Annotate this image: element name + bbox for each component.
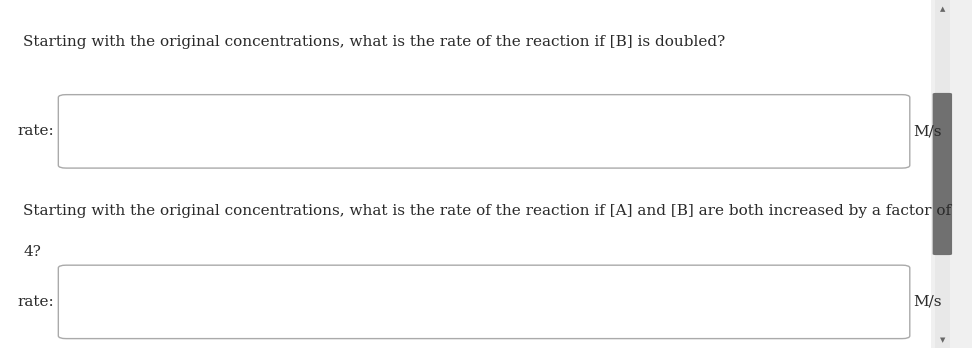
Text: rate:: rate: — [17, 124, 54, 139]
FancyBboxPatch shape — [935, 0, 951, 348]
FancyBboxPatch shape — [58, 95, 910, 168]
FancyBboxPatch shape — [0, 0, 931, 348]
Text: Starting with the original concentrations, what is the rate of the reaction if [: Starting with the original concentration… — [23, 35, 725, 49]
FancyBboxPatch shape — [933, 93, 953, 255]
Text: rate:: rate: — [17, 295, 54, 309]
Text: M/s: M/s — [914, 124, 942, 139]
Text: Starting with the original concentrations, what is the rate of the reaction if [: Starting with the original concentration… — [23, 204, 952, 218]
Text: ▲: ▲ — [940, 6, 945, 12]
Text: 4?: 4? — [23, 245, 41, 259]
FancyBboxPatch shape — [58, 265, 910, 339]
Text: ▼: ▼ — [940, 337, 945, 343]
Text: M/s: M/s — [914, 295, 942, 309]
